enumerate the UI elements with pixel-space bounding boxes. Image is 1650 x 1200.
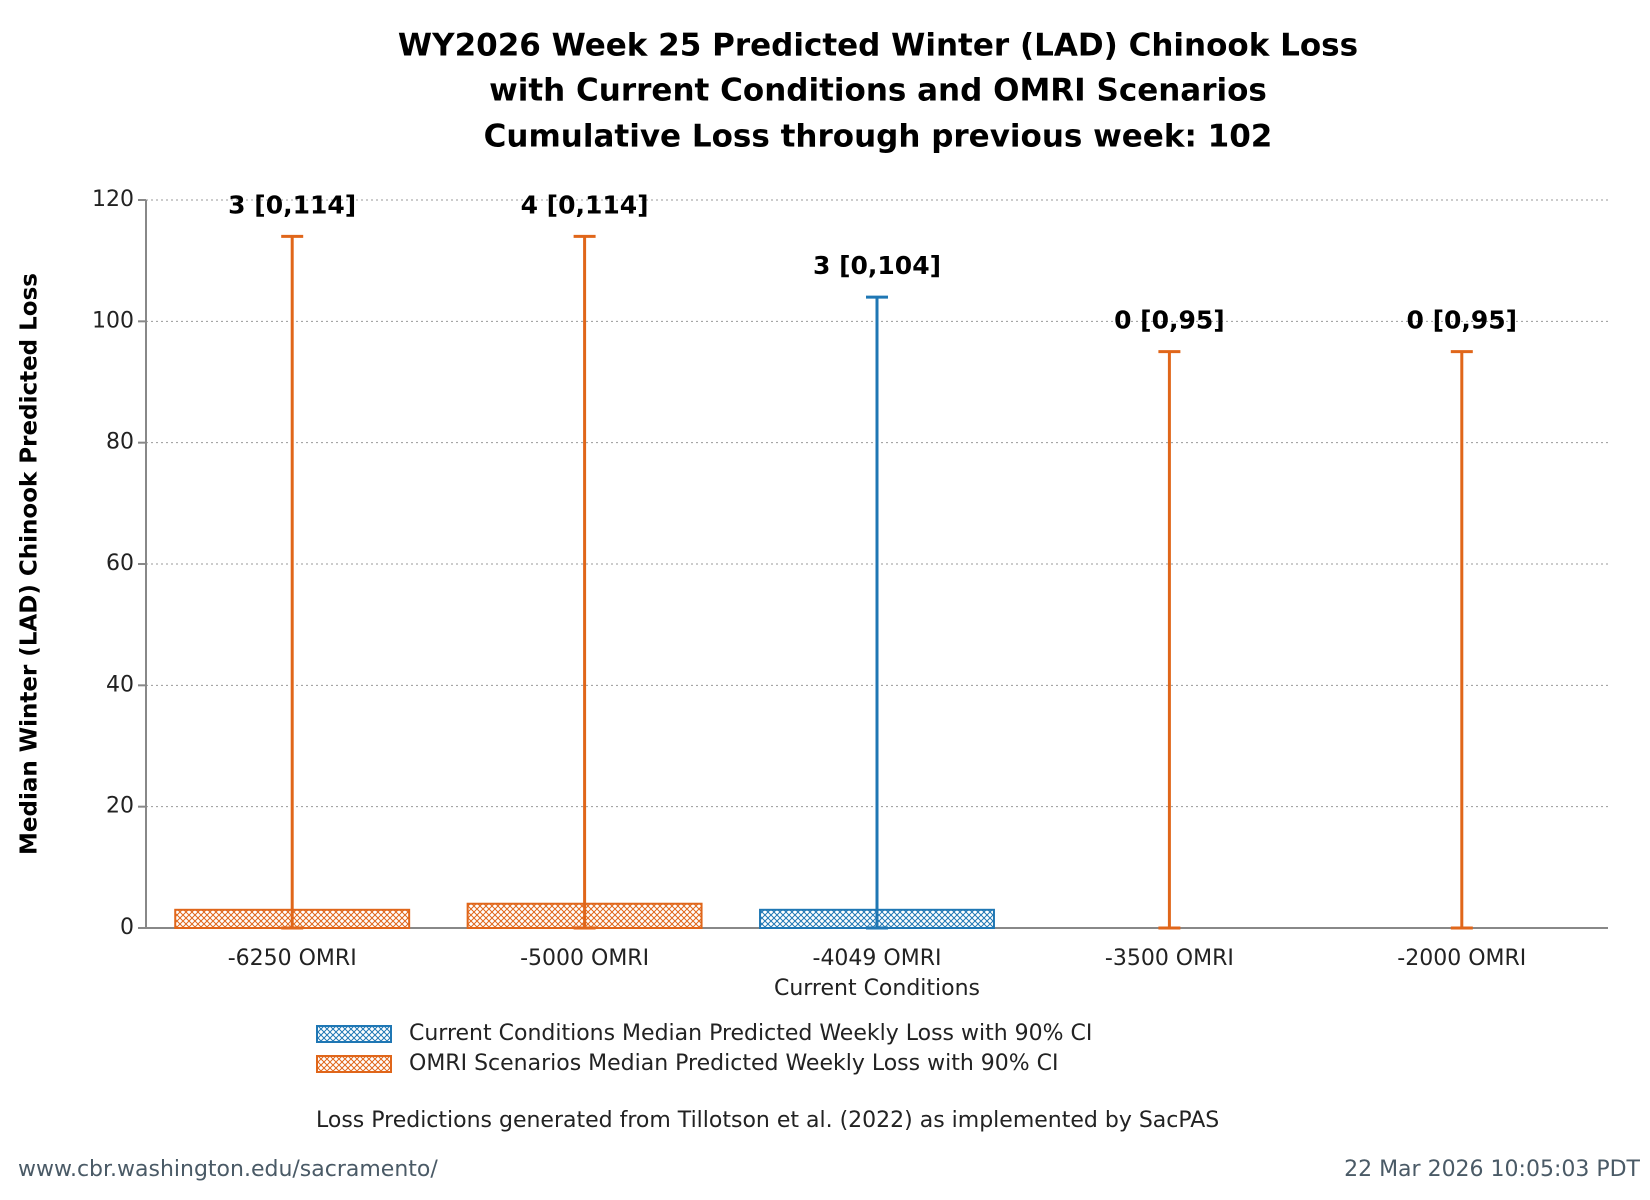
value-label: 0 [0,95] (1406, 306, 1517, 335)
chart-title: Cumulative Loss through previous week: 1… (484, 119, 1273, 155)
y-tick-label: 120 (92, 187, 134, 212)
y-axis-label: Median Winter (LAD) Chinook Predicted Lo… (17, 273, 43, 855)
y-tick-label: 20 (106, 794, 134, 819)
x-tick-label: -6250 OMRI (228, 946, 357, 971)
y-tick-label: 0 (120, 915, 134, 940)
footer-timestamp: 22 Mar 2026 10:05:03 PDT (1344, 1157, 1640, 1182)
legend-label: OMRI Scenarios Median Predicted Weekly L… (409, 1051, 1059, 1076)
value-label: 3 [0,104] (813, 251, 941, 280)
chart-title: with Current Conditions and OMRI Scenari… (489, 73, 1267, 109)
legend-swatch (316, 1055, 392, 1073)
legend-swatch (316, 1025, 392, 1043)
x-tick-label: -3500 OMRI (1105, 946, 1234, 971)
y-tick-label: 60 (106, 551, 134, 576)
footer-url: www.cbr.washington.edu/sacramento/ (18, 1157, 438, 1182)
x-tick-label: -5000 OMRI (520, 946, 649, 971)
value-label: 0 [0,95] (1114, 306, 1225, 335)
chart-title: WY2026 Week 25 Predicted Winter (LAD) Ch… (398, 28, 1358, 64)
note: Loss Predictions generated from Tillotso… (316, 1108, 1219, 1133)
y-tick-label: 40 (106, 672, 134, 697)
y-tick-label: 80 (106, 430, 134, 455)
x-tick-label: -2000 OMRI (1397, 946, 1526, 971)
x-tick-label: -4049 OMRI (813, 946, 942, 971)
x-axis-label: Current Conditions (774, 976, 980, 1001)
value-label: 3 [0,114] (228, 190, 356, 219)
y-tick-label: 100 (92, 308, 134, 333)
value-label: 4 [0,114] (521, 190, 649, 219)
legend-label: Current Conditions Median Predicted Week… (409, 1021, 1092, 1046)
